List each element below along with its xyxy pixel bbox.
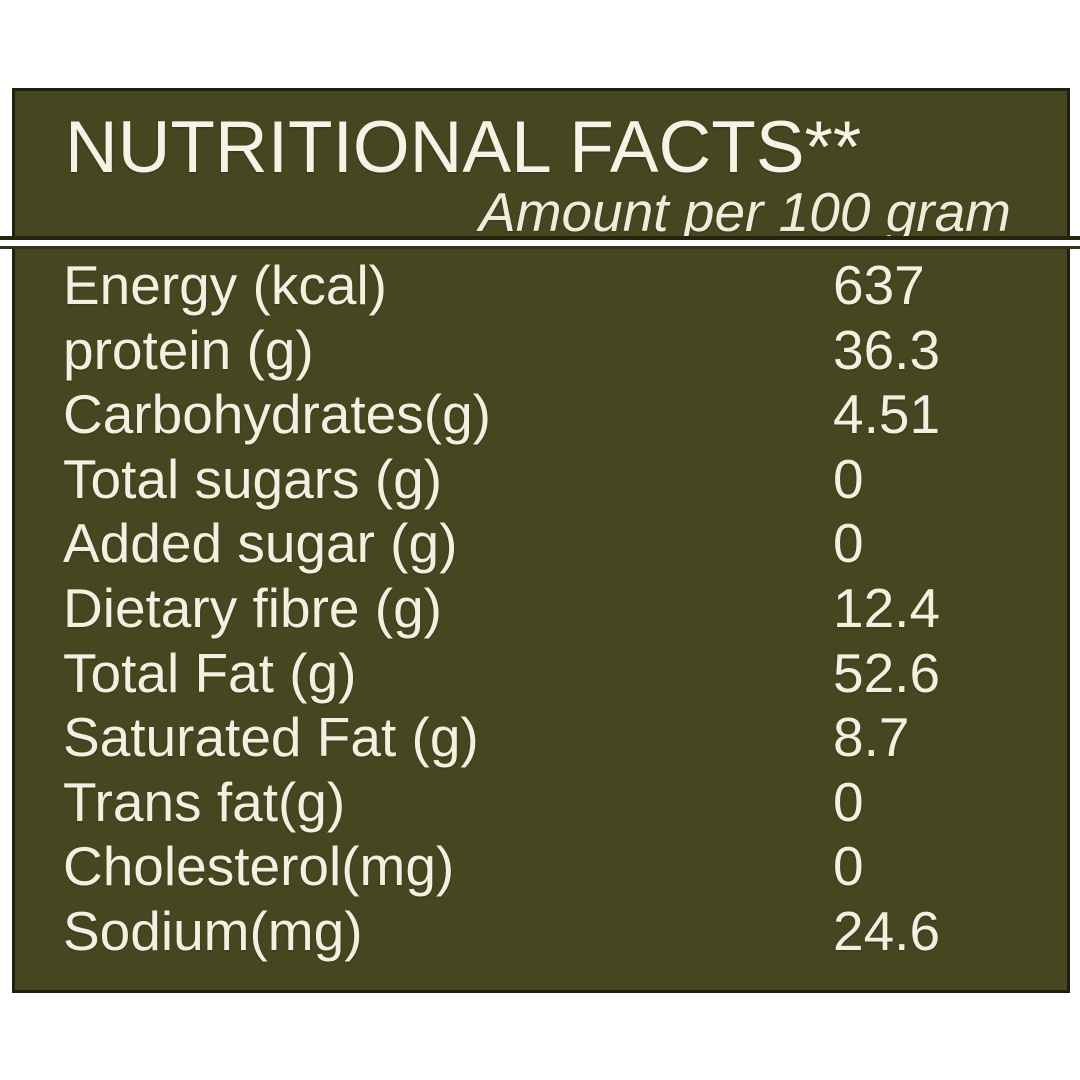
nutrient-value: 4.51 [833, 383, 941, 446]
nutrient-value: 24.6 [833, 899, 941, 962]
table-row: Total Fat (g) 52.6 [63, 641, 1049, 706]
table-row: Carbohydrates(g) 4.51 [63, 382, 1049, 447]
table-row: Energy (kcal) 637 [63, 253, 1049, 318]
nutrient-value: 12.4 [833, 576, 941, 639]
nutrition-rows: Energy (kcal) 637 protein (g) 36.3 Carbo… [63, 253, 1049, 964]
nutrient-label: Sodium(mg) [63, 899, 363, 962]
nutrient-label: Cholesterol(mg) [63, 835, 455, 898]
table-row: Saturated Fat (g) 8.7 [63, 705, 1049, 770]
amount-per-100g-subtitle: Amount per 100 gram [479, 181, 1011, 243]
table-row: Total sugars (g) 0 [63, 447, 1049, 512]
table-row: Dietary fibre (g) 12.4 [63, 576, 1049, 641]
nutrient-value: 0 [833, 770, 864, 833]
nutrient-label: protein (g) [63, 318, 314, 381]
nutrition-facts-title: NUTRITIONAL FACTS** [65, 107, 862, 188]
nutrient-value: 0 [833, 447, 864, 510]
nutrient-label: Total Fat (g) [63, 641, 357, 704]
nutrient-value: 0 [833, 512, 864, 575]
nutrient-value: 8.7 [833, 706, 910, 769]
nutrient-label: Trans fat(g) [63, 770, 346, 833]
nutrient-value: 0 [833, 835, 864, 898]
table-row: Added sugar (g) 0 [63, 511, 1049, 576]
header-body-separator-line [0, 236, 1080, 249]
nutrient-label: Dietary fibre (g) [63, 576, 442, 639]
nutrient-value: 36.3 [833, 318, 941, 381]
table-row: protein (g) 36.3 [63, 318, 1049, 383]
nutrient-label: Carbohydrates(g) [63, 383, 491, 446]
nutrient-label: Total sugars (g) [63, 447, 443, 510]
nutrient-value: 52.6 [833, 641, 941, 704]
nutrient-label: Added sugar (g) [63, 512, 458, 575]
nutrient-value: 637 [833, 254, 925, 316]
table-row: Cholesterol(mg) 0 [63, 834, 1049, 899]
nutrient-label: Saturated Fat (g) [63, 706, 479, 769]
table-row: Trans fat(g) 0 [63, 770, 1049, 835]
table-row: Sodium(mg) 24.6 [63, 899, 1049, 964]
nutrition-facts-panel: NUTRITIONAL FACTS** Amount per 100 gram … [12, 88, 1070, 993]
nutrient-label: Energy (kcal) [63, 254, 387, 316]
